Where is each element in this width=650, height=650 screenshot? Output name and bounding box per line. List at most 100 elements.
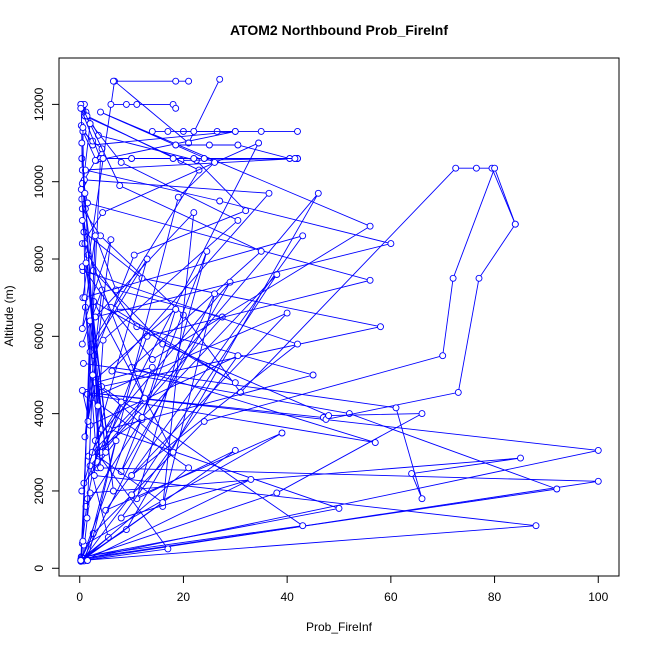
data-point xyxy=(84,557,91,564)
data-point xyxy=(79,124,87,132)
data-point xyxy=(594,446,602,454)
data-point xyxy=(78,386,86,394)
x-tick-label: 0 xyxy=(76,590,83,604)
data-point xyxy=(234,141,242,149)
data-point xyxy=(594,477,602,485)
data-point xyxy=(205,141,213,149)
data-point xyxy=(91,232,99,240)
data-point xyxy=(511,220,519,228)
y-tick-label: 2000 xyxy=(32,477,46,504)
data-point xyxy=(309,371,317,379)
data-point xyxy=(247,475,255,483)
data-point xyxy=(164,545,172,553)
data-point xyxy=(108,367,116,375)
data-point xyxy=(112,437,120,445)
data-point xyxy=(172,77,180,85)
y-tick-label: 0 xyxy=(32,565,46,572)
data-point xyxy=(418,495,426,503)
data-point xyxy=(109,77,117,85)
data-point xyxy=(102,448,110,456)
data-point xyxy=(200,155,208,162)
data-point xyxy=(172,305,180,313)
data-point xyxy=(452,164,460,172)
data-point xyxy=(164,127,172,135)
x-tick-label: 20 xyxy=(177,590,191,604)
data-point xyxy=(148,363,156,371)
series-line-14 xyxy=(82,79,304,546)
data-point xyxy=(257,127,265,135)
data-point xyxy=(366,276,374,284)
data-point xyxy=(408,470,416,478)
data-point xyxy=(128,491,136,499)
data-point xyxy=(265,189,273,197)
data-point xyxy=(553,485,561,493)
data-point xyxy=(82,259,90,267)
data-point xyxy=(242,207,250,215)
data-point xyxy=(78,139,86,147)
chart-title: ATOM2 Northbound Prob_FireInf xyxy=(230,22,448,38)
y-tick-label: 4000 xyxy=(32,400,46,427)
data-point xyxy=(79,359,87,367)
data-point xyxy=(472,164,480,172)
data-point xyxy=(148,127,156,135)
data-point xyxy=(107,100,115,108)
data-point xyxy=(231,127,239,135)
data-point xyxy=(78,340,86,348)
data-point xyxy=(231,446,239,454)
data-point xyxy=(77,104,85,112)
data-point xyxy=(211,158,219,166)
data-point xyxy=(335,504,343,512)
x-tick-label: 100 xyxy=(588,590,608,604)
series-line-27 xyxy=(81,142,101,519)
data-point xyxy=(475,274,483,282)
data-point xyxy=(185,464,193,472)
x-axis: 0 20 40 60 80 100 xyxy=(76,575,609,604)
data-point xyxy=(345,410,353,418)
data-point xyxy=(117,158,125,166)
data-point xyxy=(109,487,117,495)
data-point xyxy=(234,216,242,224)
data-point xyxy=(174,193,182,201)
y-tick-label: 10000 xyxy=(32,165,46,199)
data-point xyxy=(366,222,374,230)
data-point xyxy=(81,189,89,197)
data-point xyxy=(190,209,198,217)
y-tick-label: 8000 xyxy=(32,245,46,272)
data-point xyxy=(79,537,87,545)
data-point xyxy=(89,371,97,379)
y-tick-label: 6000 xyxy=(32,323,46,350)
data-point xyxy=(84,417,92,425)
data-point xyxy=(138,414,146,421)
data-point xyxy=(185,139,193,147)
data-point xyxy=(231,379,239,387)
data-point xyxy=(439,352,447,360)
data-point xyxy=(371,439,379,447)
data-point xyxy=(255,139,263,147)
data-point xyxy=(99,155,107,162)
data-point xyxy=(159,499,167,507)
data-point xyxy=(116,182,124,190)
x-tick-label: 40 xyxy=(280,590,294,604)
data-point xyxy=(387,240,395,248)
data-point xyxy=(91,156,99,164)
data-point xyxy=(185,77,193,85)
data-point xyxy=(532,522,540,530)
data-point xyxy=(130,251,138,259)
series-line-20 xyxy=(81,111,372,561)
series-line-21 xyxy=(82,169,392,561)
data-point xyxy=(216,75,224,83)
data-point xyxy=(203,247,211,255)
data-point xyxy=(83,514,91,522)
data-point xyxy=(377,323,384,331)
data-point xyxy=(117,514,125,522)
data-point xyxy=(299,232,307,240)
data-point xyxy=(314,189,322,197)
data-point xyxy=(172,141,180,149)
series-layer xyxy=(77,75,602,565)
data-point xyxy=(190,155,198,162)
data-point xyxy=(94,402,102,410)
data-point xyxy=(211,290,219,298)
y-axis: 0 2000 4000 6000 8000 10000 12000 xyxy=(32,87,60,572)
series-line-17 xyxy=(81,251,236,561)
